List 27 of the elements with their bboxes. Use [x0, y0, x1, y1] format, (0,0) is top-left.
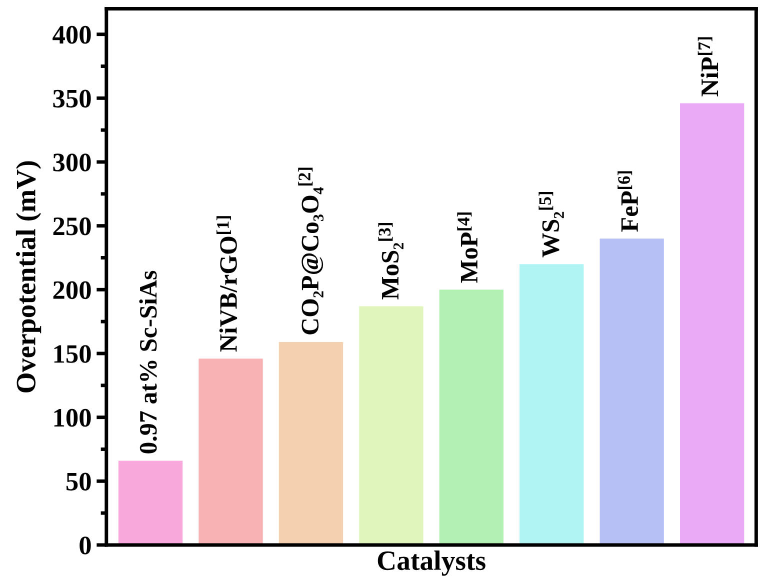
bar	[359, 306, 424, 545]
y-tick-label: 400	[52, 26, 91, 44]
x-tick-label: NiP$^{[7]}$	[698, 37, 718, 96]
y-axis-title: Overpotential (mV)	[16, 161, 42, 392]
bar	[278, 342, 344, 545]
x-tick-label: WS₂$^{[5]}$	[538, 192, 564, 258]
x-tick-label: FeP$^{[6]}$	[618, 171, 638, 232]
x-axis-title: Catalysts	[378, 550, 486, 576]
x-tick-label: NiVB/rGO$^{[1]}$	[216, 216, 238, 352]
bar	[680, 103, 744, 545]
y-tick-label: 50	[66, 472, 91, 491]
y-tick-label: 300	[53, 154, 91, 172]
y-tick-label: 100	[54, 408, 91, 427]
y-tick-label: 150	[54, 345, 91, 363]
y-tick-label: 0	[80, 536, 91, 554]
x-tick-label: 0.97 at% Sc-SiAs	[139, 270, 157, 454]
bar	[118, 460, 183, 545]
bar	[198, 358, 263, 545]
x-tick-label: MoP$^{[4]}$	[457, 212, 478, 283]
bar	[600, 238, 664, 545]
y-tick-label: 200	[53, 281, 91, 300]
y-tick-label: 250	[53, 217, 91, 236]
bar	[439, 290, 504, 545]
bar	[520, 264, 584, 545]
x-tick-label: CO₂P@Co₃O₄$^{[2]}$	[298, 168, 324, 334]
y-tick-label: 350	[53, 90, 91, 108]
x-tick-label: MoS₂$^{[3]}$	[378, 223, 404, 300]
